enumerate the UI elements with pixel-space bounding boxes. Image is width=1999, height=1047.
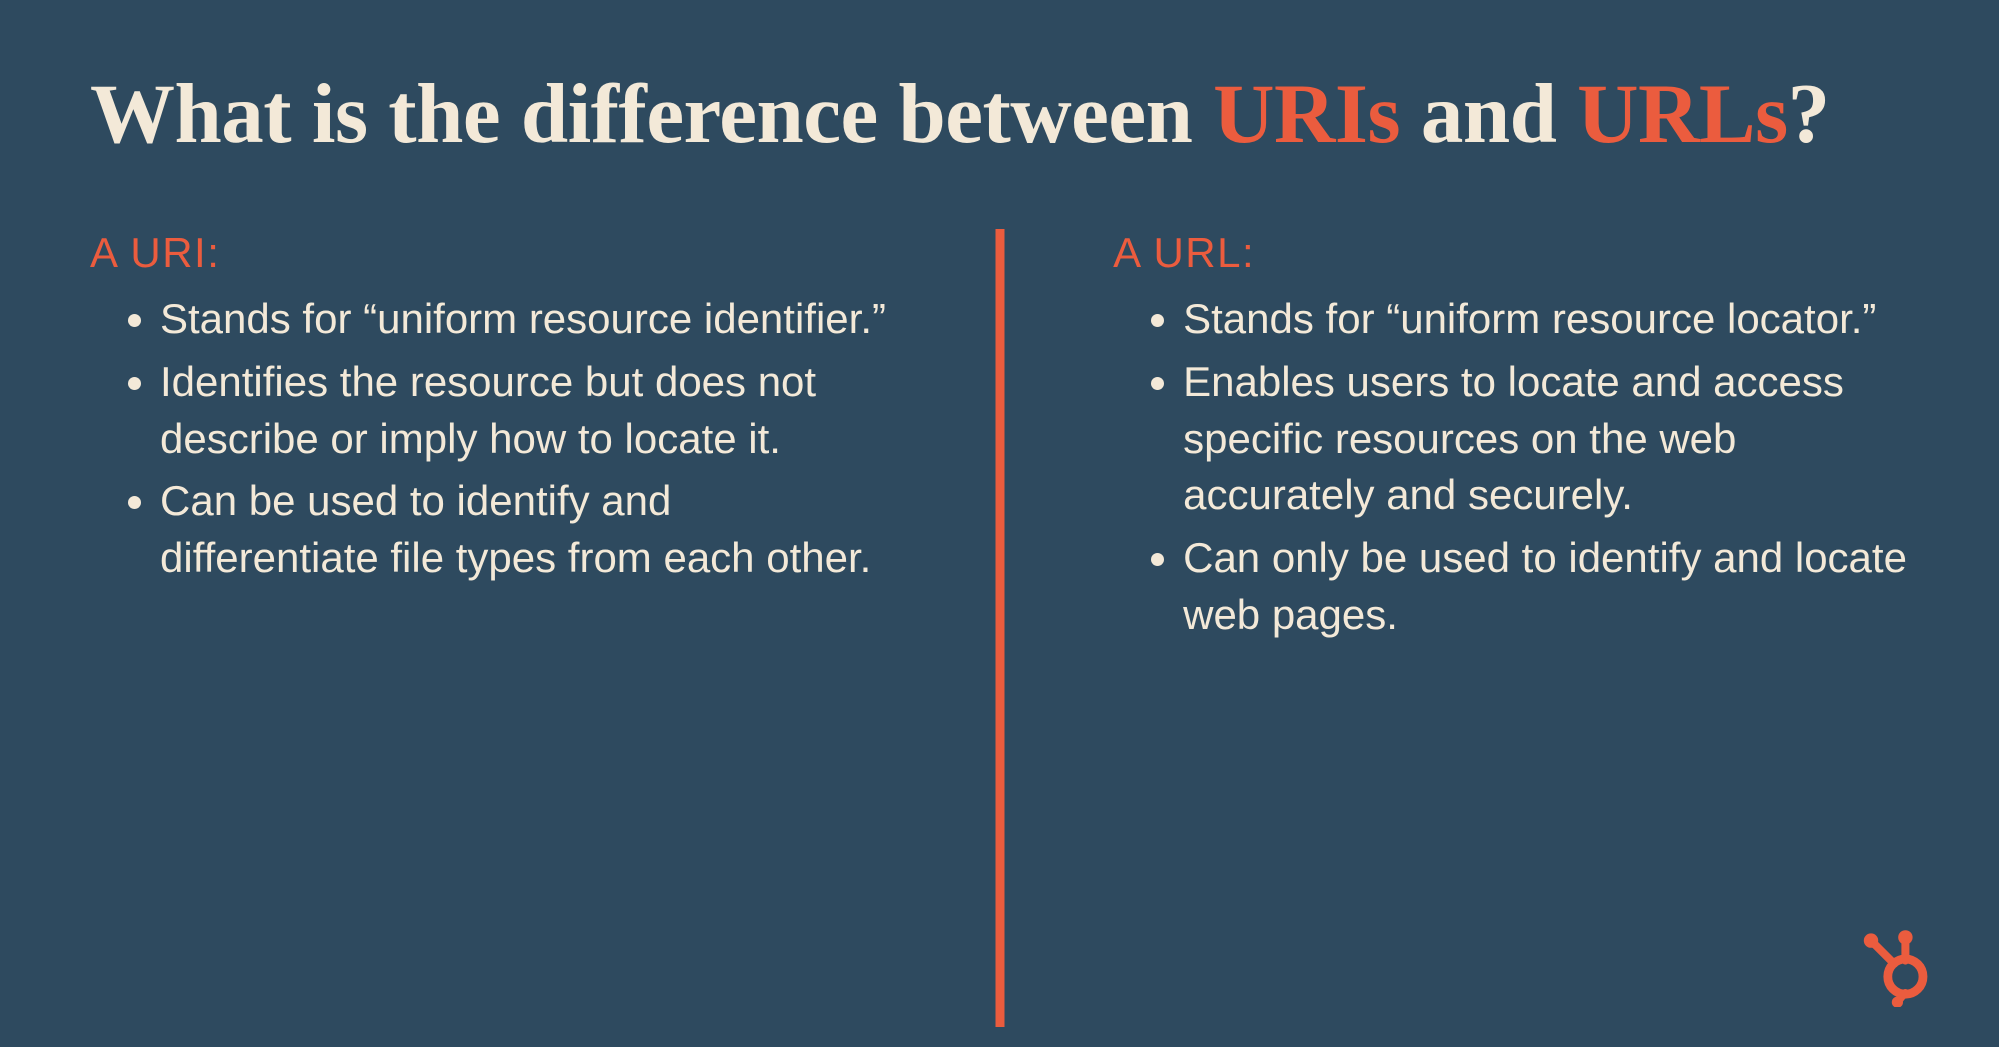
left-bullets: Stands for “uniform resource identifier.…: [90, 291, 893, 592]
right-bullets: Stands for “uniform resource locator.” En…: [1113, 291, 1909, 649]
title-segment: What is the difference between: [90, 67, 1213, 161]
title-segment: URLs: [1577, 67, 1788, 161]
left-heading: A URI:: [90, 229, 893, 277]
bullet-item: Can only be used to identify and locate …: [1183, 530, 1909, 643]
left-column: A URI: Stands for “uniform resource iden…: [90, 229, 963, 987]
bullet-item: Stands for “uniform resource locator.”: [1183, 291, 1909, 348]
hubspot-logo-icon: [1859, 927, 1939, 1007]
bullet-item: Enables users to locate and access speci…: [1183, 354, 1909, 524]
title-segment: and: [1400, 67, 1577, 161]
bullet-item: Stands for “uniform resource identifier.…: [160, 291, 893, 348]
infographic-slide: What is the difference between URIs and …: [0, 0, 1999, 1047]
vertical-divider: [995, 229, 1004, 1027]
title-segment: URIs: [1213, 67, 1400, 161]
bullet-item: Identifies the resource but does not des…: [160, 354, 893, 467]
title-segment: ?: [1788, 67, 1830, 161]
right-heading: A URL:: [1113, 229, 1909, 277]
right-column: A URL: Stands for “uniform resource loca…: [963, 229, 1909, 987]
bullet-item: Can be used to identify and differentiat…: [160, 473, 893, 586]
columns-container: A URI: Stands for “uniform resource iden…: [90, 229, 1909, 987]
slide-title: What is the difference between URIs and …: [90, 70, 1909, 159]
